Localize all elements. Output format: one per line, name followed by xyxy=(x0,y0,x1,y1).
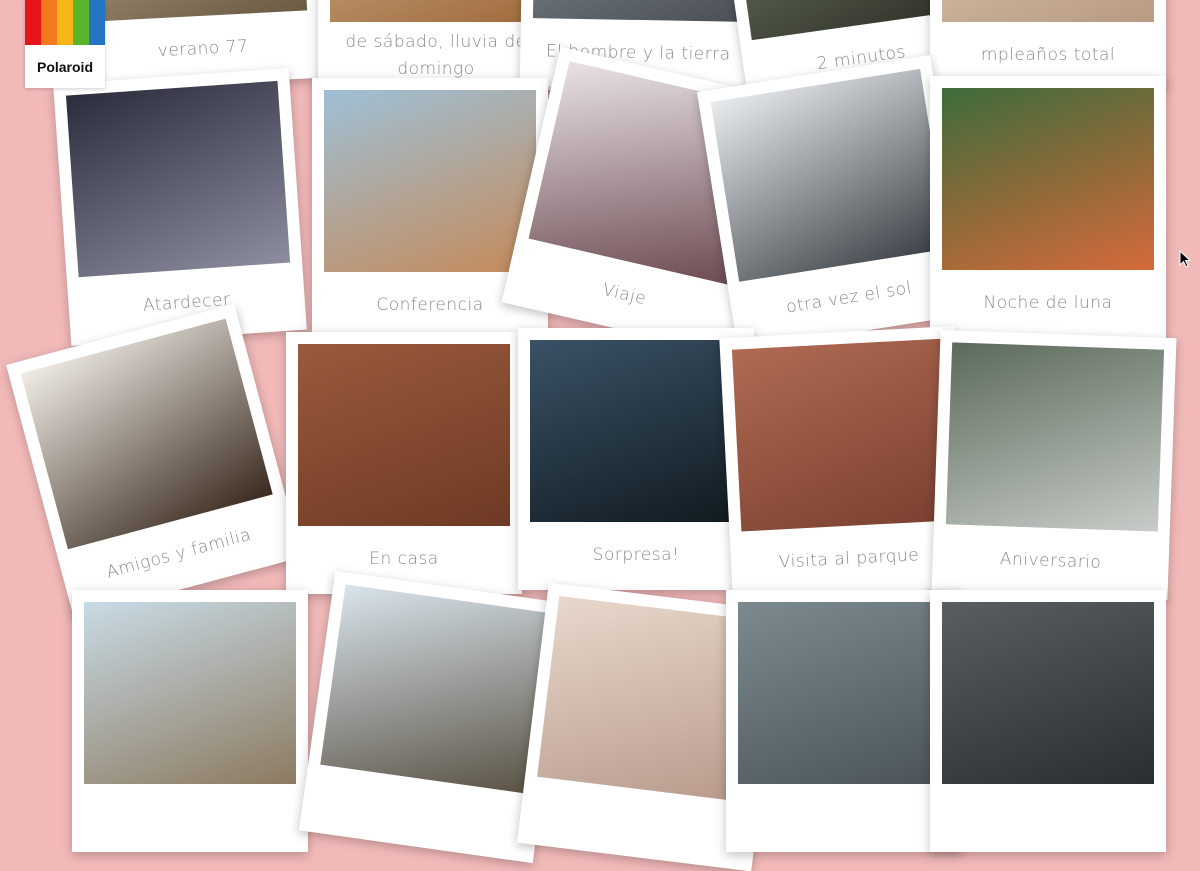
caption: Sorpresa! xyxy=(592,545,680,566)
caption: Conferencia xyxy=(376,295,484,316)
polaroid-card[interactable]: Amigos y familia xyxy=(6,303,302,619)
photo xyxy=(942,602,1154,784)
photo xyxy=(710,68,949,282)
photo xyxy=(320,584,556,795)
polaroid-card[interactable]: mpleaños total xyxy=(930,0,1166,90)
caption: En casa xyxy=(369,549,439,570)
caption: mpleaños total xyxy=(980,45,1116,66)
polaroid-card[interactable]: Aniversario xyxy=(931,329,1177,601)
cursor xyxy=(1179,250,1192,268)
polaroid-card[interactable]: Sorpresa! xyxy=(518,328,754,590)
photo xyxy=(84,602,296,784)
logo-label: Polaroid xyxy=(36,59,93,75)
caption: Visita al parque xyxy=(778,545,920,573)
photo xyxy=(738,602,950,784)
photo xyxy=(942,0,1154,22)
photo xyxy=(731,338,954,532)
caption: Aniversario xyxy=(999,549,1102,574)
photo xyxy=(530,340,742,522)
photo xyxy=(298,344,510,526)
polaroid-card[interactable]: Visita al parque xyxy=(719,326,969,600)
polaroid-card[interactable]: Conferencia xyxy=(312,78,548,340)
polaroid-card[interactable]: En casa xyxy=(286,332,522,594)
polaroid-card[interactable]: Noche de luna xyxy=(930,76,1166,338)
caption: Noche de luna xyxy=(983,293,1113,314)
photo xyxy=(945,342,1165,532)
photo xyxy=(324,90,536,272)
polaroid-card[interactable] xyxy=(930,590,1166,852)
polaroid-card[interactable]: Atardecer xyxy=(53,68,307,346)
photo xyxy=(942,88,1154,270)
photo xyxy=(65,80,291,278)
caption: de sábado, lluvia de domingo xyxy=(345,31,527,79)
polaroid-card[interactable]: de sábado, lluvia de domingo xyxy=(318,0,554,90)
polaroid-card[interactable] xyxy=(726,590,962,852)
page: Polaroid verano 77 de sábado, lluvia de d… xyxy=(6,0,1192,871)
logo[interactable]: Polaroid xyxy=(25,0,105,88)
polaroid-card[interactable] xyxy=(72,590,308,852)
photo xyxy=(330,0,542,22)
logo-stripes xyxy=(25,0,105,45)
